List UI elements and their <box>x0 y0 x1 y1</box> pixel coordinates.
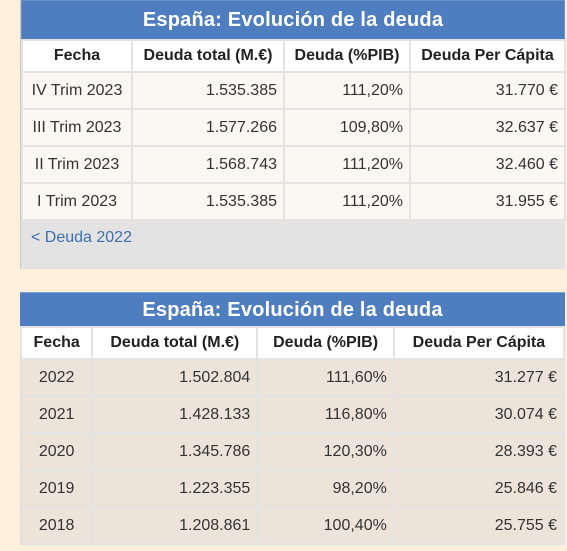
table-row: 2022 1.502.804 111,60% 31.277 € <box>22 360 563 395</box>
cell-deuda-per-capita: 25.755 € <box>394 508 563 543</box>
table-row: 2021 1.428.133 116,80% 30.074 € <box>22 397 563 432</box>
table-row: I Trim 2023 1.535.385 111,20% 31.955 € <box>23 184 564 219</box>
cell-deuda-pib: 111,60% <box>258 360 393 395</box>
cell-deuda-total: 1.208.861 <box>93 508 257 543</box>
cell-deuda-pib: 100,40% <box>258 508 393 543</box>
header-deuda-pib: Deuda (%PIB) <box>258 328 393 358</box>
table-row: III Trim 2023 1.577.266 109,80% 32.637 € <box>23 110 564 145</box>
cell-deuda-total: 1.535.385 <box>133 184 283 219</box>
header-deuda-per-capita: Deuda Per Cápita <box>394 328 563 358</box>
table-row: 2020 1.345.786 120,30% 28.393 € <box>22 434 563 469</box>
cell-deuda-per-capita: 31.955 € <box>411 184 564 219</box>
annual-debt-panel: España: Evolución de la deuda Fecha Deud… <box>20 292 565 551</box>
table-header-row: Fecha Deuda total (M.€) Deuda (%PIB) Deu… <box>23 41 564 71</box>
cell-deuda-per-capita: 31.277 € <box>394 360 563 395</box>
cell-fecha: 2020 <box>22 434 92 469</box>
cell-deuda-total: 1.223.355 <box>93 471 257 506</box>
cell-deuda-total: 1.428.133 <box>93 397 257 432</box>
cell-deuda-pib: 111,20% <box>285 73 409 108</box>
cell-deuda-total: 1.535.385 <box>133 73 283 108</box>
table-row: II Trim 2023 1.568.743 111,20% 32.460 € <box>23 147 564 182</box>
cell-fecha: 2018 <box>22 508 92 543</box>
quarterly-debt-table: Fecha Deuda total (M.€) Deuda (%PIB) Deu… <box>21 39 566 221</box>
header-deuda-total: Deuda total (M.€) <box>133 41 283 71</box>
cell-deuda-total: 1.568.743 <box>133 147 283 182</box>
cell-fecha: III Trim 2023 <box>23 110 131 145</box>
cell-deuda-pib: 120,30% <box>258 434 393 469</box>
cell-deuda-per-capita: 25.846 € <box>394 471 563 506</box>
annual-debt-table: Fecha Deuda total (M.€) Deuda (%PIB) Deu… <box>20 326 565 545</box>
panel-footer: < Deuda 2022 <box>21 221 565 255</box>
table-header-row: Fecha Deuda total (M.€) Deuda (%PIB) Deu… <box>22 328 563 358</box>
cell-fecha: 2019 <box>22 471 92 506</box>
cell-deuda-pib: 116,80% <box>258 397 393 432</box>
quarterly-debt-panel: España: Evolución de la deuda Fecha Deud… <box>20 0 566 269</box>
header-fecha: Fecha <box>23 41 131 71</box>
cell-fecha: 2022 <box>22 360 92 395</box>
table-row: 2019 1.223.355 98,20% 25.846 € <box>22 471 563 506</box>
cell-deuda-pib: 109,80% <box>285 110 409 145</box>
previous-year-link[interactable]: < Deuda 2022 <box>31 229 132 246</box>
header-deuda-total: Deuda total (M.€) <box>93 328 257 358</box>
cell-deuda-pib: 111,20% <box>285 147 409 182</box>
cell-deuda-total: 1.345.786 <box>93 434 257 469</box>
panel-title: España: Evolución de la deuda <box>21 0 565 39</box>
cell-deuda-per-capita: 30.074 € <box>394 397 563 432</box>
cell-deuda-pib: 98,20% <box>258 471 393 506</box>
cell-deuda-total: 1.577.266 <box>133 110 283 145</box>
table-row: 2018 1.208.861 100,40% 25.755 € <box>22 508 563 543</box>
cell-deuda-per-capita: 32.460 € <box>411 147 564 182</box>
cell-fecha: II Trim 2023 <box>23 147 131 182</box>
header-deuda-pib: Deuda (%PIB) <box>285 41 409 71</box>
cell-deuda-per-capita: 32.637 € <box>411 110 564 145</box>
cell-deuda-total: 1.502.804 <box>93 360 257 395</box>
panel-title: España: Evolución de la deuda <box>20 292 565 326</box>
cell-fecha: 2021 <box>22 397 92 432</box>
header-deuda-per-capita: Deuda Per Cápita <box>411 41 564 71</box>
cell-deuda-per-capita: 31.770 € <box>411 73 564 108</box>
cell-fecha: IV Trim 2023 <box>23 73 131 108</box>
cell-deuda-pib: 111,20% <box>285 184 409 219</box>
cell-deuda-per-capita: 28.393 € <box>394 434 563 469</box>
table-row: IV Trim 2023 1.535.385 111,20% 31.770 € <box>23 73 564 108</box>
header-fecha: Fecha <box>22 328 92 358</box>
cell-fecha: I Trim 2023 <box>23 184 131 219</box>
